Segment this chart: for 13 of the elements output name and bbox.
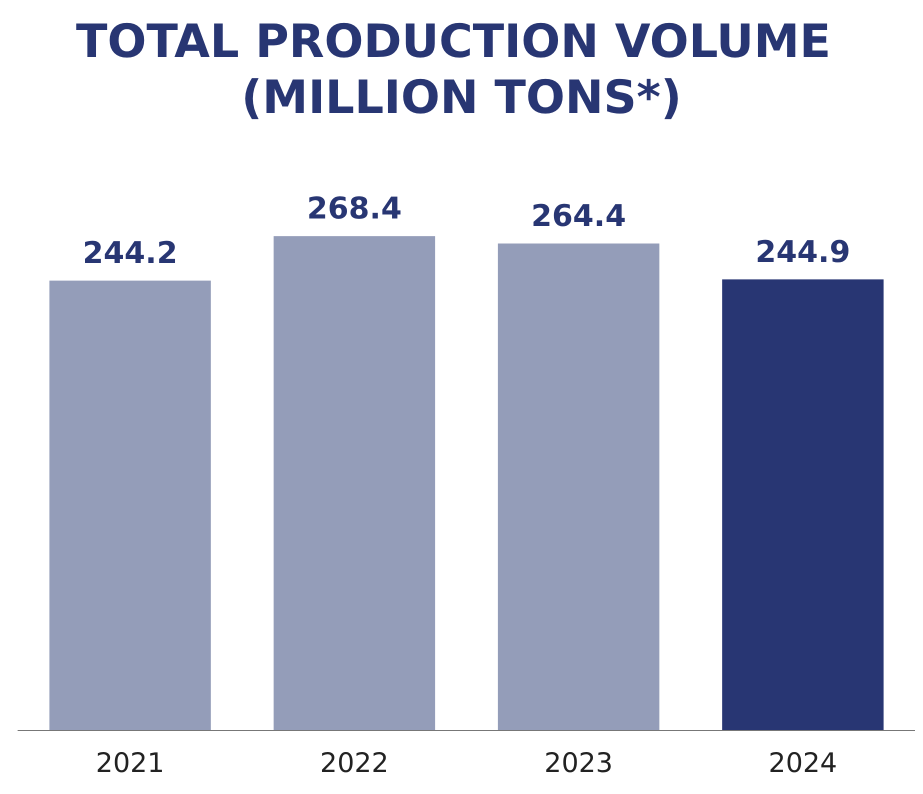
bar	[274, 236, 436, 730]
bar	[49, 280, 211, 730]
data-label: 264.4	[531, 199, 626, 234]
bar	[722, 279, 884, 730]
x-tick-label: 2021	[96, 748, 164, 779]
x-tick-label: 2023	[544, 748, 613, 779]
data-label: 244.9	[755, 234, 850, 270]
bar	[498, 244, 660, 730]
data-label: 244.2	[82, 236, 178, 272]
x-tick-label: 2024	[768, 748, 838, 779]
data-label: 268.4	[306, 192, 402, 227]
x-tick-label: 2022	[320, 748, 389, 779]
chart-title: TOTAL PRODUCTION VOLUME (MILLION TONS*)	[76, 14, 847, 124]
